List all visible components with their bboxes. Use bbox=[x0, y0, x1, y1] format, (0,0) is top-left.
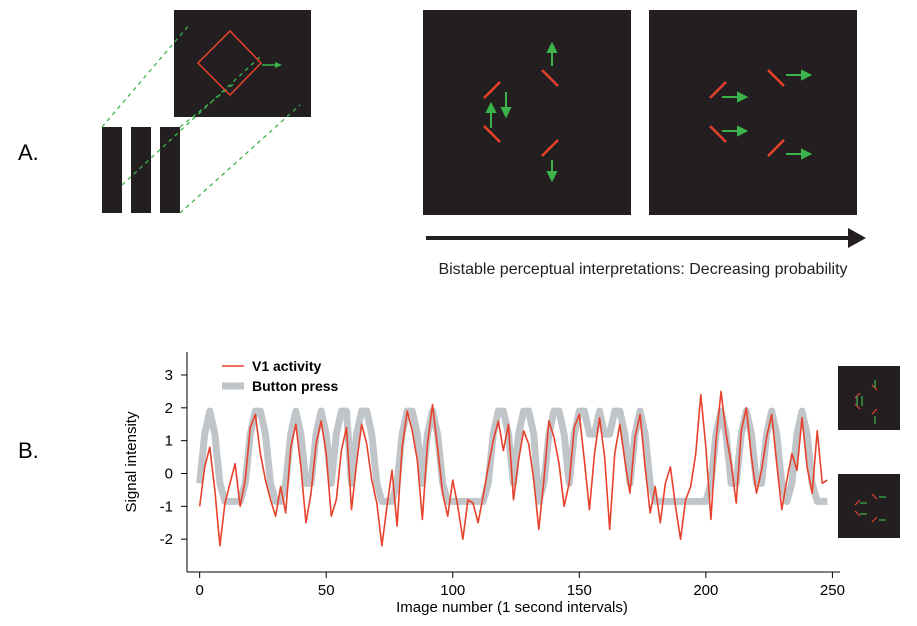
plot: -2 -1 0 1 2 3 0 50 100 150 200 250 V1 activity Button… bbox=[160, 352, 845, 599]
y-axis-label: Signal intensity bbox=[123, 411, 140, 512]
y-tick-label: 1 bbox=[165, 433, 173, 450]
legend-label: V1 activity bbox=[252, 358, 321, 374]
panel-label: A. bbox=[18, 140, 39, 165]
x-tick-label: 50 bbox=[318, 582, 335, 599]
stimulus-diagram bbox=[101, 10, 311, 214]
y-tick-label: 2 bbox=[165, 400, 173, 417]
series-line bbox=[198, 390, 828, 547]
y-tick-label: -1 bbox=[160, 498, 173, 515]
panel-label: B. bbox=[18, 438, 39, 463]
x-tick-label: 250 bbox=[820, 582, 845, 599]
x-tick-label: 0 bbox=[195, 582, 203, 599]
y-tick-label: 3 bbox=[165, 367, 173, 384]
thumbnails bbox=[838, 366, 900, 538]
legend-label: Button press bbox=[252, 378, 339, 394]
x-axis-label: Image number (1 second intervals) bbox=[396, 599, 628, 616]
caption: Bistable perceptual interpretations: Dec… bbox=[438, 261, 847, 278]
x-tick-label: 200 bbox=[693, 582, 718, 599]
y-tick-label: -2 bbox=[160, 531, 173, 548]
y-tick-label: 0 bbox=[165, 465, 173, 482]
x-tick-label: 150 bbox=[567, 582, 592, 599]
percept-panels bbox=[423, 10, 866, 248]
series-line bbox=[196, 407, 828, 505]
x-tick-label: 100 bbox=[440, 582, 465, 599]
